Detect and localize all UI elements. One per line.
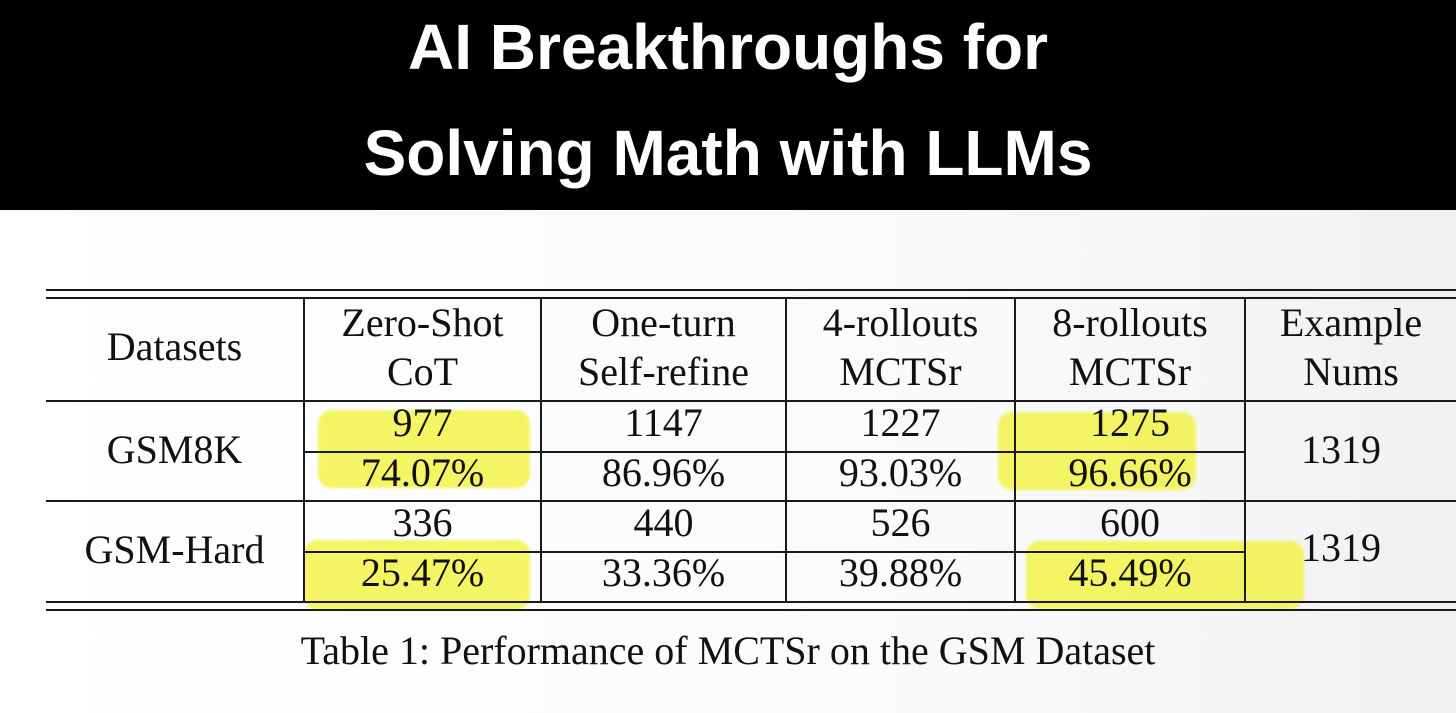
table-bottom-rule-2	[46, 609, 1456, 611]
gsm8k-count-4-rollouts: 1227	[860, 400, 941, 445]
header-datasets: Datasets	[106, 324, 243, 369]
col-divider-1	[303, 299, 305, 601]
row-label-gsm8k: GSM8K	[106, 427, 243, 472]
header-8-rollouts-line2: MCTSr	[1068, 349, 1192, 394]
header-4-rollouts-line2: MCTSr	[839, 349, 962, 394]
table-bottom-rule	[46, 601, 1456, 603]
gsm8k-count-one-turn: 1147	[624, 400, 703, 445]
gsm8k-percent-one-turn: 86.96%	[601, 450, 726, 495]
header-example-nums-line1: Example	[1279, 300, 1423, 345]
header-zero-shot-line2: CoT	[386, 349, 459, 394]
gsm8k-mid-rule	[303, 451, 1246, 453]
col-divider-4	[1014, 299, 1016, 601]
row-separator-rule	[46, 500, 1456, 502]
title-banner: AI Breakthroughs for Solving Math with L…	[0, 0, 1456, 210]
header-zero-shot-line1: Zero-Shot	[341, 300, 504, 345]
gsm-hard-count-zero-shot: 336	[392, 500, 453, 545]
table-caption: Table 1: Performance of MCTSr on the GSM…	[300, 628, 1156, 673]
col-divider-5	[1244, 299, 1246, 601]
table-top-rule	[46, 289, 1456, 291]
paper-background	[0, 210, 1456, 713]
gsm-hard-percent-zero-shot: 25.47%	[360, 550, 485, 595]
gsm8k-count-8-rollouts: 1275	[1090, 400, 1170, 445]
gsm-hard-percent-8-rollouts: 45.49%	[1068, 550, 1192, 595]
banner-title-line-1: AI Breakthroughs for	[407, 11, 1049, 83]
banner-title-line-2: Solving Math with LLMs	[363, 117, 1093, 189]
header-8-rollouts-line1: 8-rollouts	[1052, 300, 1208, 345]
gsm-hard-example-nums: 1319	[1301, 525, 1381, 570]
header-one-turn-line2: Self-refine	[577, 349, 749, 394]
row-label-gsm-hard: GSM-Hard	[84, 527, 265, 572]
gsm-hard-mid-rule	[303, 551, 1246, 553]
gsm-hard-count-one-turn: 440	[633, 500, 694, 545]
col-divider-3	[785, 299, 787, 601]
header-bottom-rule	[46, 400, 1456, 402]
header-one-turn-line1: One-turn	[591, 300, 736, 345]
table-top-rule-2	[46, 297, 1456, 299]
gsm8k-example-nums: 1319	[1301, 427, 1381, 472]
gsm8k-percent-zero-shot: 74.07%	[360, 450, 485, 495]
col-divider-2	[540, 299, 542, 601]
gsm8k-count-zero-shot: 977	[392, 400, 453, 445]
header-example-nums-line2: Nums	[1303, 349, 1399, 394]
gsm-hard-count-4-rollouts: 526	[870, 500, 931, 545]
gsm-hard-percent-one-turn: 33.36%	[601, 550, 726, 595]
gsm-hard-count-8-rollouts: 600	[1100, 500, 1160, 545]
header-4-rollouts-line1: 4-rollouts	[822, 300, 979, 345]
gsm8k-percent-8-rollouts: 96.66%	[1068, 450, 1192, 495]
highlight-zero-shot-gsm8k	[318, 410, 530, 488]
gsm-hard-percent-4-rollouts: 39.88%	[838, 550, 963, 595]
gsm8k-percent-4-rollouts: 93.03%	[838, 450, 963, 495]
